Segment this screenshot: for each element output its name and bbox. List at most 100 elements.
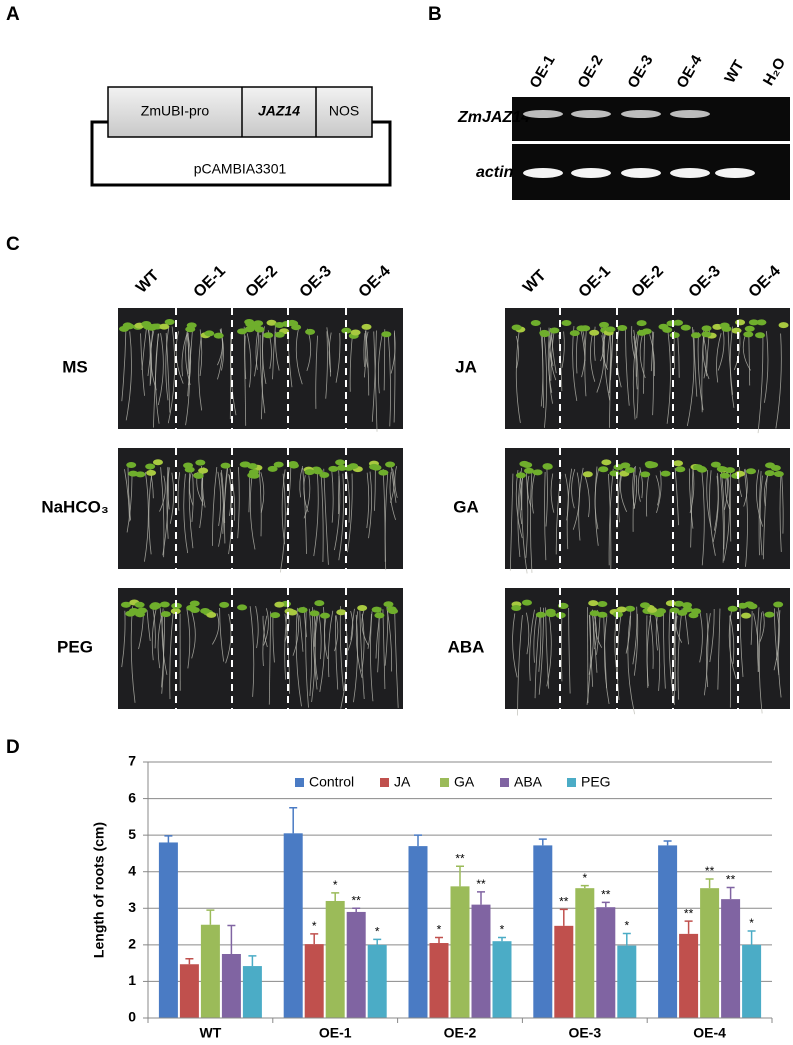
lane-label: OE-3 [686, 263, 725, 302]
root [674, 468, 679, 526]
leaf [237, 604, 248, 611]
root [575, 334, 578, 374]
root [530, 472, 533, 573]
root [155, 333, 160, 424]
root [551, 334, 557, 374]
root [249, 471, 256, 550]
root [315, 335, 318, 409]
root [159, 607, 164, 694]
root [702, 333, 707, 379]
root [169, 472, 175, 524]
leaf [164, 319, 175, 326]
root [346, 471, 350, 523]
root [758, 471, 762, 556]
root [655, 475, 660, 506]
root [533, 615, 537, 663]
root [272, 614, 275, 663]
leaf [519, 460, 530, 467]
leaf [186, 604, 197, 611]
root [191, 612, 196, 659]
leaf [535, 611, 546, 618]
root [295, 328, 303, 385]
leaf [624, 467, 635, 474]
y-tick-label: 5 [128, 826, 136, 842]
root [633, 335, 637, 377]
root [690, 466, 694, 548]
root [389, 472, 396, 520]
root [260, 326, 264, 420]
root [183, 473, 189, 554]
leaf [281, 321, 292, 328]
condition-label: ABA [448, 637, 485, 656]
root [243, 326, 247, 426]
error-bar [435, 936, 443, 944]
bar [200, 924, 220, 1018]
root [525, 470, 529, 558]
root [337, 475, 340, 515]
leaf [666, 320, 677, 327]
leaf [601, 459, 612, 466]
root [198, 333, 203, 411]
root [646, 615, 649, 688]
gel-band [571, 110, 611, 118]
root [249, 606, 255, 697]
leaf [198, 467, 209, 474]
root [544, 471, 547, 561]
legend-label: PEG [581, 774, 611, 790]
bar [429, 943, 449, 1018]
leaf [386, 606, 397, 613]
leaf [673, 460, 684, 467]
leaf [770, 465, 781, 472]
bar [346, 911, 366, 1018]
significance: * [333, 878, 338, 892]
gel-lane-label: WT [721, 57, 747, 86]
leaf [561, 320, 572, 327]
root [517, 615, 523, 716]
root [521, 472, 528, 574]
bar [700, 888, 720, 1018]
significance: ** [476, 877, 486, 891]
leaf [692, 464, 703, 471]
root [666, 331, 671, 424]
leaf [237, 328, 248, 335]
root [509, 473, 514, 571]
leaf [341, 327, 352, 334]
error-bar [559, 908, 568, 926]
leaf [731, 327, 742, 334]
leaf [135, 471, 146, 478]
error-bar [352, 907, 361, 912]
leaf [640, 471, 651, 478]
root [723, 472, 730, 561]
leaf [361, 323, 372, 330]
leaf [662, 326, 673, 333]
root [382, 469, 386, 562]
leaf [639, 602, 650, 609]
leaf [636, 320, 647, 327]
root [165, 325, 170, 401]
leaf [122, 322, 133, 329]
legend-label: JA [394, 774, 411, 790]
leaf [735, 319, 746, 326]
leaf [741, 612, 752, 619]
root [390, 332, 396, 374]
root [632, 334, 638, 420]
bar [658, 845, 678, 1018]
leaf [357, 604, 368, 611]
significance: ** [726, 873, 736, 887]
error-bar [456, 865, 464, 887]
bar [242, 966, 262, 1018]
gel-band [523, 110, 563, 118]
error-bar [622, 932, 631, 946]
bar [325, 900, 345, 1018]
leaf [120, 601, 131, 608]
seedlings [511, 319, 789, 434]
leaf [613, 464, 624, 471]
root [146, 610, 151, 642]
x-tick-label: OE-1 [319, 1025, 352, 1041]
leaf [725, 467, 736, 474]
root [674, 611, 677, 691]
lane-label: OE-4 [746, 263, 785, 302]
error-bar [414, 834, 422, 847]
leaf [665, 600, 676, 607]
root [526, 612, 530, 655]
